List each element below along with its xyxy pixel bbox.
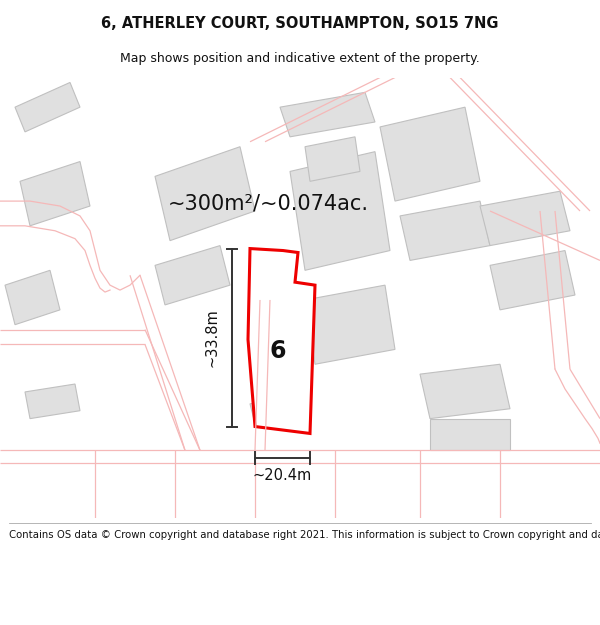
Polygon shape — [430, 419, 510, 450]
Polygon shape — [155, 246, 230, 305]
Polygon shape — [155, 147, 255, 241]
Polygon shape — [305, 137, 360, 181]
Polygon shape — [490, 251, 575, 310]
Text: ~300m²/~0.074ac.: ~300m²/~0.074ac. — [167, 193, 368, 213]
Polygon shape — [305, 285, 395, 364]
Text: ~20.4m: ~20.4m — [253, 469, 312, 484]
Polygon shape — [5, 270, 60, 325]
Text: ~33.8m: ~33.8m — [205, 308, 220, 367]
Polygon shape — [290, 152, 390, 270]
Polygon shape — [25, 384, 80, 419]
Polygon shape — [420, 364, 510, 419]
Polygon shape — [480, 191, 570, 246]
Polygon shape — [15, 82, 80, 132]
Polygon shape — [280, 92, 375, 137]
Text: 6, ATHERLEY COURT, SOUTHAMPTON, SO15 7NG: 6, ATHERLEY COURT, SOUTHAMPTON, SO15 7NG — [101, 16, 499, 31]
Polygon shape — [400, 201, 490, 261]
Polygon shape — [248, 249, 315, 434]
Text: Map shows position and indicative extent of the property.: Map shows position and indicative extent… — [120, 52, 480, 66]
Polygon shape — [380, 107, 480, 201]
Text: 6: 6 — [270, 339, 286, 363]
Polygon shape — [250, 399, 300, 424]
Polygon shape — [20, 161, 90, 226]
Text: Contains OS data © Crown copyright and database right 2021. This information is : Contains OS data © Crown copyright and d… — [9, 531, 600, 541]
